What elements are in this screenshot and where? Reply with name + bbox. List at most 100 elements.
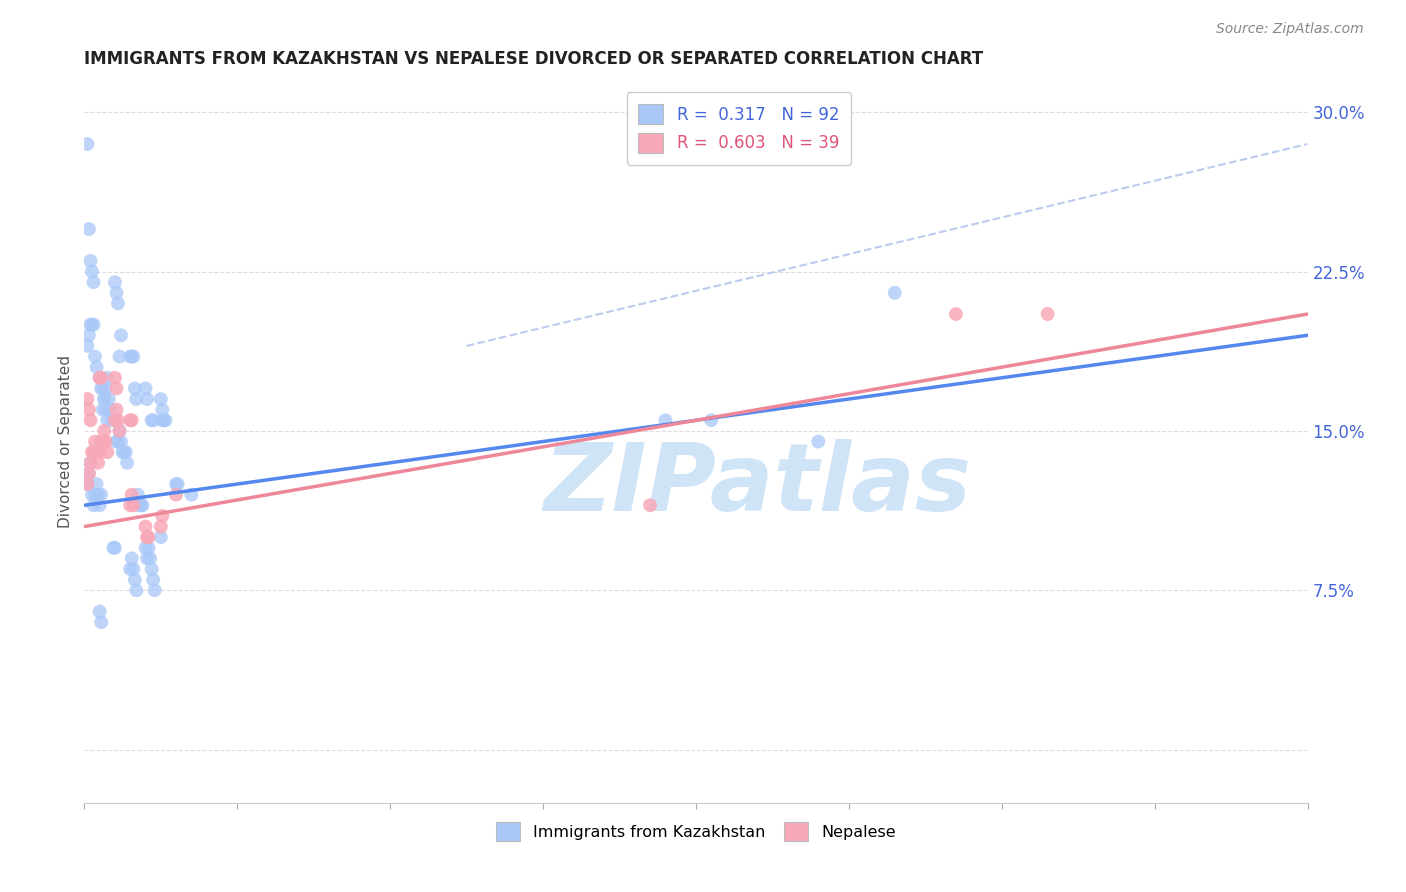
Point xyxy=(149,530,172,544)
Point xyxy=(165,477,187,491)
Point xyxy=(136,530,159,544)
Point xyxy=(89,605,111,619)
Point xyxy=(94,402,117,417)
Point xyxy=(108,424,131,438)
Point xyxy=(107,434,129,449)
Point xyxy=(77,467,100,481)
Point xyxy=(883,285,905,300)
Point xyxy=(87,488,110,502)
Point xyxy=(105,434,128,449)
Point xyxy=(155,413,177,427)
Point xyxy=(107,413,129,427)
Point xyxy=(110,434,132,449)
Point xyxy=(80,318,103,332)
Point xyxy=(110,328,132,343)
Point xyxy=(89,371,111,385)
Point xyxy=(111,445,134,459)
Point xyxy=(122,350,145,364)
Point xyxy=(93,424,115,438)
Point xyxy=(94,434,117,449)
Point xyxy=(96,371,118,385)
Point xyxy=(76,339,98,353)
Point xyxy=(105,381,128,395)
Point xyxy=(165,488,187,502)
Point xyxy=(136,392,159,406)
Point xyxy=(141,562,163,576)
Legend: Immigrants from Kazakhstan, Nepalese: Immigrants from Kazakhstan, Nepalese xyxy=(488,814,904,849)
Point xyxy=(83,318,105,332)
Point xyxy=(135,541,157,555)
Point xyxy=(112,445,135,459)
Point xyxy=(97,392,120,406)
Point xyxy=(121,488,143,502)
Point xyxy=(77,222,100,236)
Point xyxy=(93,392,115,406)
Point xyxy=(138,530,160,544)
Point xyxy=(125,583,148,598)
Point xyxy=(120,562,142,576)
Point xyxy=(91,434,114,449)
Point xyxy=(90,371,112,385)
Point xyxy=(77,328,100,343)
Point xyxy=(141,413,163,427)
Point xyxy=(90,615,112,630)
Point xyxy=(105,285,128,300)
Point xyxy=(79,318,101,332)
Point xyxy=(122,562,145,576)
Point xyxy=(108,424,131,438)
Point xyxy=(87,456,110,470)
Point xyxy=(83,498,105,512)
Point xyxy=(945,307,967,321)
Point xyxy=(77,402,100,417)
Point xyxy=(121,413,143,427)
Point xyxy=(79,456,101,470)
Point xyxy=(142,573,165,587)
Point xyxy=(80,264,103,278)
Text: IMMIGRANTS FROM KAZAKHSTAN VS NEPALESE DIVORCED OR SEPARATED CORRELATION CHART: IMMIGRANTS FROM KAZAKHSTAN VS NEPALESE D… xyxy=(84,50,983,68)
Text: ZIPatlas: ZIPatlas xyxy=(543,439,972,531)
Point xyxy=(149,392,172,406)
Point xyxy=(135,519,157,533)
Point xyxy=(80,488,103,502)
Y-axis label: Divorced or Separated: Divorced or Separated xyxy=(58,355,73,528)
Point xyxy=(143,583,166,598)
Point xyxy=(104,413,127,427)
Point xyxy=(104,275,127,289)
Point xyxy=(86,360,108,375)
Point xyxy=(114,445,136,459)
Point xyxy=(91,402,114,417)
Point xyxy=(107,296,129,310)
Point xyxy=(149,519,172,533)
Point xyxy=(131,498,153,512)
Point xyxy=(120,498,142,512)
Point xyxy=(1036,307,1059,321)
Point xyxy=(153,413,176,427)
Point xyxy=(76,392,98,406)
Point xyxy=(93,392,115,406)
Point xyxy=(79,413,101,427)
Point xyxy=(150,402,173,417)
Point xyxy=(150,508,173,523)
Point xyxy=(105,402,128,417)
Point xyxy=(83,275,105,289)
Point xyxy=(84,434,107,449)
Point xyxy=(104,371,127,385)
Point xyxy=(90,434,112,449)
Point xyxy=(124,381,146,395)
Point xyxy=(83,445,105,459)
Point xyxy=(86,477,108,491)
Point xyxy=(101,413,124,427)
Point xyxy=(89,498,111,512)
Point xyxy=(94,381,117,395)
Point xyxy=(79,254,101,268)
Point xyxy=(103,541,125,555)
Point xyxy=(125,392,148,406)
Point xyxy=(136,551,159,566)
Point xyxy=(121,551,143,566)
Point xyxy=(86,445,108,459)
Point xyxy=(84,488,107,502)
Point xyxy=(77,467,100,481)
Point xyxy=(138,541,160,555)
Point xyxy=(166,477,188,491)
Point xyxy=(76,477,98,491)
